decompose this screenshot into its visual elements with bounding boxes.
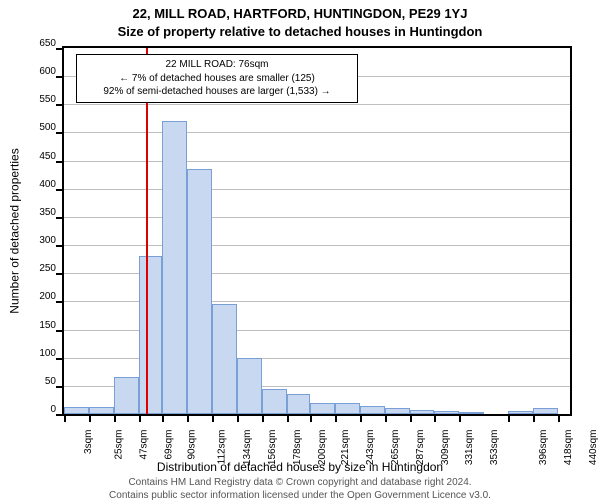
y-tick-mark <box>56 273 62 275</box>
gridline <box>64 189 570 190</box>
callout-l3: 92% of semi-detached houses are larger (… <box>83 85 351 99</box>
reference-line <box>146 48 148 414</box>
bar <box>89 407 114 414</box>
y-tick-mark <box>56 414 62 416</box>
title-line2: Size of property relative to detached ho… <box>0 24 600 39</box>
y-axis-label: Number of detached properties <box>8 46 22 416</box>
x-tick-mark <box>434 416 436 422</box>
x-tick-mark <box>162 416 164 422</box>
y-tick-mark <box>56 104 62 106</box>
callout-box: 22 MILL ROAD: 76sqm ← 7% of detached hou… <box>76 54 358 103</box>
x-tick-mark <box>335 416 337 422</box>
bar <box>139 256 163 414</box>
y-tick-mark <box>56 330 62 332</box>
y-tick-mark <box>56 386 62 388</box>
callout-l1: 22 MILL ROAD: 76sqm <box>83 58 351 72</box>
bar <box>237 358 262 414</box>
x-tick-mark <box>508 416 510 422</box>
bar <box>162 121 187 414</box>
title-line1: 22, MILL ROAD, HARTFORD, HUNTINGDON, PE2… <box>0 6 600 21</box>
x-tick-mark <box>237 416 239 422</box>
x-tick-label: 69sqm <box>163 430 174 460</box>
x-tick-mark <box>385 416 387 422</box>
x-tick-label: 90sqm <box>187 430 198 460</box>
bar <box>410 410 435 415</box>
x-tick-mark <box>410 416 412 422</box>
bar <box>310 403 335 414</box>
x-tick-mark <box>114 416 116 422</box>
bar <box>508 411 533 414</box>
footer: Contains HM Land Registry data © Crown c… <box>0 476 600 502</box>
bar <box>187 169 212 414</box>
gridline <box>64 161 570 162</box>
x-tick-mark <box>64 416 66 422</box>
bar <box>212 304 237 414</box>
gridline <box>64 132 570 133</box>
x-axis-label: Distribution of detached houses by size … <box>0 460 600 474</box>
x-tick-mark <box>89 416 91 422</box>
x-tick-label: 47sqm <box>138 430 149 460</box>
gridline <box>64 245 570 246</box>
x-tick-mark <box>212 416 214 422</box>
y-tick-mark <box>56 48 62 50</box>
x-tick-mark <box>558 416 560 422</box>
x-tick-mark <box>459 416 461 422</box>
bar <box>459 412 484 414</box>
y-tick-mark <box>56 189 62 191</box>
y-tick-mark <box>56 217 62 219</box>
y-tick-mark <box>56 161 62 163</box>
bar <box>533 408 558 414</box>
gridline <box>64 217 570 218</box>
x-tick-mark <box>139 416 141 422</box>
x-tick-mark <box>360 416 362 422</box>
y-tick-mark <box>56 301 62 303</box>
x-tick-mark <box>310 416 312 422</box>
bar <box>64 407 89 414</box>
bar <box>360 406 385 414</box>
bar <box>287 394 311 414</box>
footer-l1: Contains HM Land Registry data © Crown c… <box>0 476 600 489</box>
x-tick-label: 25sqm <box>113 430 124 460</box>
x-tick-mark <box>287 416 289 422</box>
x-tick-mark <box>533 416 535 422</box>
bar <box>335 403 360 414</box>
x-tick-mark <box>262 416 264 422</box>
bar <box>434 411 459 414</box>
footer-l2: Contains public sector information licen… <box>0 489 600 502</box>
callout-l2: ← 7% of detached houses are smaller (125… <box>83 72 351 86</box>
bar <box>385 408 410 414</box>
figure: 22, MILL ROAD, HARTFORD, HUNTINGDON, PE2… <box>0 0 600 500</box>
y-tick-mark <box>56 358 62 360</box>
y-tick-mark <box>56 245 62 247</box>
y-tick-mark <box>56 76 62 78</box>
gridline <box>64 104 570 105</box>
bar <box>262 389 287 414</box>
bar <box>114 377 139 414</box>
x-tick-label: 3sqm <box>83 430 94 454</box>
y-tick-mark <box>56 132 62 134</box>
x-tick-mark <box>187 416 189 422</box>
